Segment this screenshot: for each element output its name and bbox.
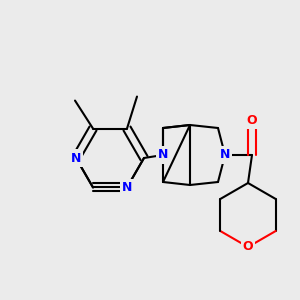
Text: N: N — [71, 152, 81, 164]
Text: N: N — [220, 148, 230, 161]
Text: N: N — [158, 148, 168, 161]
Text: O: O — [247, 113, 257, 127]
Text: N: N — [122, 181, 132, 194]
Text: O: O — [243, 241, 253, 254]
